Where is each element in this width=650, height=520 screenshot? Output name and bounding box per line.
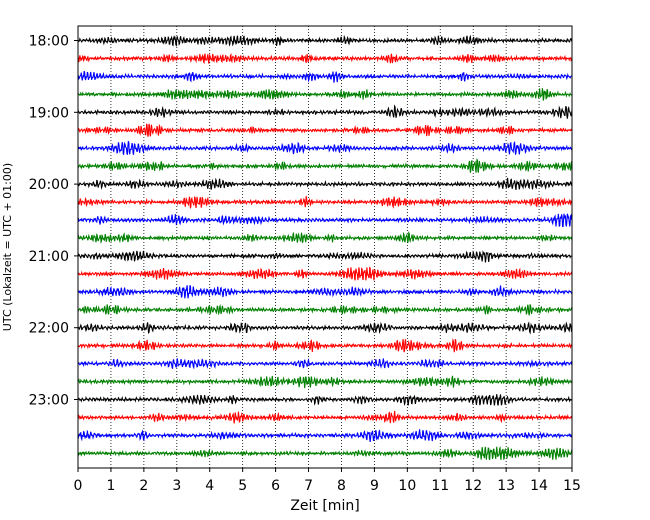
y-tick-label: 18:00 xyxy=(29,34,69,50)
x-tick-label: 6 xyxy=(271,478,280,494)
trace-2315 xyxy=(77,410,573,424)
seismogram-traces xyxy=(77,34,573,461)
trace-2245 xyxy=(77,375,573,389)
trace-1930 xyxy=(77,140,573,155)
trace-2145 xyxy=(77,303,573,316)
plot-frame xyxy=(77,25,573,469)
x-tick-label: 5 xyxy=(238,478,247,494)
x-tick-label: 14 xyxy=(530,478,548,494)
trace-2300 xyxy=(77,394,573,407)
grid-lines xyxy=(110,26,540,468)
x-axis-ticks: 0 1 2 3 4 5 6 7 8 9 10 11 12 13 14 15 xyxy=(74,468,581,494)
x-tick-label: 13 xyxy=(497,478,515,494)
x-tick-label: 3 xyxy=(172,478,181,494)
trace-2100 xyxy=(77,250,573,263)
y-tick-label: 19:00 xyxy=(29,105,69,121)
trace-2345 xyxy=(77,445,573,461)
trace-1915 xyxy=(77,123,573,137)
y-tick-label: 23:00 xyxy=(29,393,69,409)
trace-2330 xyxy=(77,429,573,442)
x-tick-label: 1 xyxy=(106,478,115,494)
trace-1800 xyxy=(77,34,573,47)
trace-1945 xyxy=(77,158,573,173)
x-tick-label: 2 xyxy=(139,478,148,494)
x-tick-label: 0 xyxy=(74,478,83,494)
trace-2000 xyxy=(77,177,573,191)
trace-1845 xyxy=(77,88,573,101)
x-tick-label: 4 xyxy=(205,478,214,494)
trace-1900 xyxy=(77,104,573,119)
y-axis-label: UTC (Lokalzeit = UTC + 01:00) xyxy=(1,163,14,331)
x-tick-label: 7 xyxy=(304,478,313,494)
trace-2230 xyxy=(77,358,573,370)
trace-2215 xyxy=(77,338,573,353)
y-tick-label: 21:00 xyxy=(29,249,69,265)
x-tick-label: 11 xyxy=(431,478,449,494)
trace-2015 xyxy=(77,195,573,209)
trace-2200 xyxy=(77,321,573,335)
y-tick-label: 22:00 xyxy=(29,321,69,337)
x-axis-label: Zeit [min] xyxy=(290,498,359,514)
trace-2115 xyxy=(77,266,573,281)
trace-2030 xyxy=(77,213,573,228)
trace-1830 xyxy=(77,70,573,83)
x-tick-label: 9 xyxy=(370,478,379,494)
trace-2045 xyxy=(77,230,573,244)
y-tick-label: 20:00 xyxy=(29,177,69,193)
x-tick-label: 12 xyxy=(464,478,482,494)
x-tick-label: 10 xyxy=(398,478,416,494)
x-tick-label: 8 xyxy=(337,478,346,494)
trace-2130 xyxy=(77,285,573,299)
y-axis-ticks: 18:00 19:00 20:00 21:00 22:00 23:00 xyxy=(29,34,78,409)
x-tick-label: 15 xyxy=(563,478,581,494)
trace-1815 xyxy=(77,52,573,65)
